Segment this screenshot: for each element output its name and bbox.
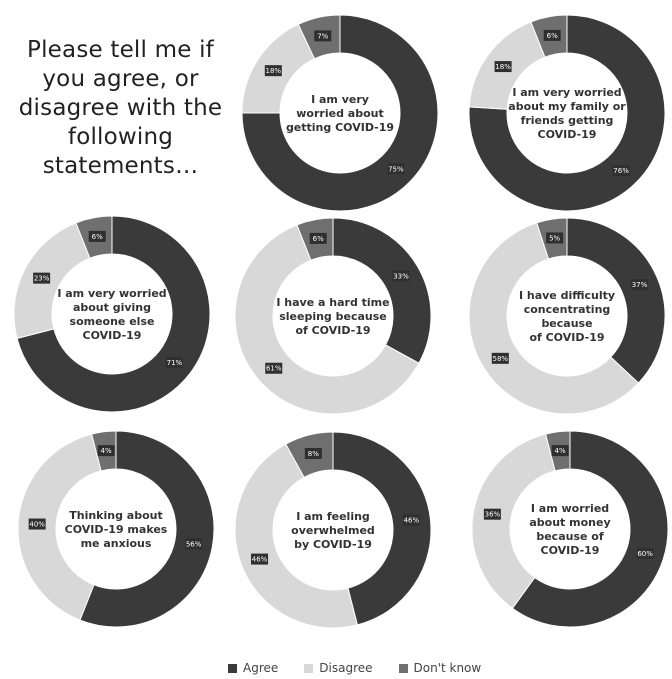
statement-label: I have difficulty concentrating because of … bbox=[519, 289, 615, 344]
data-label-box bbox=[165, 356, 183, 368]
donut-chart: 56% 40% 4% Thinking about COVID-19 makes me a… bbox=[17, 430, 215, 628]
data-label-agree: 33% bbox=[393, 272, 409, 280]
legend-item-agree: Agree bbox=[228, 661, 278, 675]
data-label-box bbox=[491, 352, 509, 364]
data-label-don-t-know: 4% bbox=[555, 447, 566, 455]
data-label-box bbox=[546, 232, 564, 244]
legend-label-agree: Agree bbox=[243, 661, 279, 675]
data-label-box bbox=[28, 518, 46, 530]
donut-hub bbox=[285, 58, 395, 168]
data-label-disagree: 36% bbox=[485, 511, 501, 519]
donut-hub bbox=[515, 474, 625, 584]
data-label-agree: 56% bbox=[186, 540, 202, 548]
legend-swatch-disagree bbox=[304, 663, 314, 673]
data-label-disagree: 18% bbox=[266, 67, 282, 75]
donut-chart: 76% 18% 6% I am very worried about my family… bbox=[468, 14, 666, 212]
donut-slice-agree bbox=[468, 14, 666, 212]
legend-item-dont-know: Don't know bbox=[398, 661, 482, 675]
donut-slice-agree bbox=[511, 430, 669, 628]
donut-chart: 60% 36% 4% I am worried about money because o… bbox=[471, 430, 669, 628]
statement-label: I have a hard time sleeping because of COV… bbox=[276, 296, 389, 337]
data-label-don-t-know: 5% bbox=[549, 234, 560, 242]
donut-slice-agree bbox=[241, 14, 439, 212]
data-label-box bbox=[88, 230, 106, 242]
data-label-box bbox=[631, 279, 649, 291]
data-label-agree: 46% bbox=[404, 517, 420, 525]
data-label-box bbox=[392, 270, 410, 282]
data-label-box bbox=[543, 29, 561, 41]
data-label-box bbox=[494, 61, 512, 73]
data-label-don-t-know: 4% bbox=[101, 447, 112, 455]
donut-slice-disagree bbox=[471, 433, 556, 609]
data-label-don-t-know: 6% bbox=[92, 233, 103, 241]
legend-swatch-dont-know bbox=[398, 663, 408, 673]
data-label-box bbox=[402, 514, 420, 526]
data-label-don-t-know: 8% bbox=[308, 450, 319, 458]
data-label-disagree: 18% bbox=[495, 63, 511, 71]
data-label-disagree: 40% bbox=[29, 521, 45, 529]
data-label-box bbox=[551, 445, 569, 457]
data-label-disagree: 58% bbox=[493, 355, 509, 363]
data-label-disagree: 61% bbox=[266, 365, 282, 373]
data-label-box bbox=[612, 165, 630, 177]
donut-chart: 33% 61% 6% I have a hard time sleeping becau… bbox=[234, 217, 432, 415]
data-label-box bbox=[251, 553, 269, 565]
statement-label: Thinking about COVID-19 makes me anxious bbox=[65, 509, 168, 550]
donut-chart: 37% 58% 5% I have difficulty concentrating be… bbox=[468, 217, 666, 415]
data-label-agree: 37% bbox=[632, 281, 648, 289]
data-label-disagree: 46% bbox=[252, 556, 268, 564]
data-label-box bbox=[387, 163, 405, 175]
donut-slice-disagree bbox=[17, 433, 102, 621]
intro-heading: Please tell me if you agree, or disagree… bbox=[18, 37, 223, 179]
legend-label-dont-know: Don't know bbox=[413, 661, 482, 675]
data-label-agree: 75% bbox=[388, 165, 404, 173]
data-label-box bbox=[309, 232, 327, 244]
donut-slice-agree bbox=[332, 217, 432, 364]
data-label-agree: 60% bbox=[637, 550, 653, 558]
donut-chart: 46% 46% 8% I am feeling overwhelmed by COVID-… bbox=[234, 431, 432, 629]
data-label-agree: 76% bbox=[613, 167, 629, 175]
donut-hub bbox=[278, 261, 388, 371]
statement-label: I am very worried about giving someone els… bbox=[57, 287, 166, 342]
data-label-box bbox=[483, 508, 501, 520]
data-label-don-t-know: 7% bbox=[317, 32, 328, 40]
legend: Agree Disagree Don't know bbox=[228, 660, 507, 676]
donut-chart: 75% 18% 7% I am very worried about getting CO… bbox=[241, 14, 439, 212]
data-label-disagree: 23% bbox=[34, 275, 50, 283]
legend-label-disagree: Disagree bbox=[319, 661, 373, 675]
statement-label: I am very worried about getting COVID-19 bbox=[286, 93, 394, 134]
statement-label: I am feeling overwhelmed by COVID-19 bbox=[291, 510, 375, 551]
data-label-box bbox=[314, 30, 332, 42]
data-label-box bbox=[304, 447, 322, 459]
data-label-don-t-know: 6% bbox=[547, 32, 558, 40]
donut-slice-disagree bbox=[234, 443, 358, 629]
donut-hub bbox=[57, 259, 167, 369]
legend-item-disagree: Disagree bbox=[304, 661, 373, 675]
donut-slice-agree bbox=[16, 215, 211, 413]
donut-hub bbox=[512, 261, 622, 371]
donut-hub bbox=[278, 475, 388, 585]
donut-slice-agree bbox=[332, 431, 432, 626]
donut-slice-agree bbox=[566, 217, 666, 384]
statement-label: I am very worried about my family or frien… bbox=[508, 86, 626, 141]
donut-chart: 71% 23% 6% I am very worried about giving som… bbox=[13, 215, 211, 413]
data-label-box bbox=[636, 547, 654, 559]
donut-slice-agree bbox=[79, 430, 215, 628]
data-label-agree: 71% bbox=[167, 359, 183, 367]
donut-hub bbox=[61, 474, 171, 584]
data-label-box bbox=[265, 362, 283, 374]
legend-swatch-agree bbox=[228, 663, 237, 673]
data-label-box bbox=[33, 272, 51, 284]
data-label-box bbox=[185, 538, 203, 550]
data-label-box bbox=[264, 65, 282, 77]
donut-hub bbox=[512, 58, 622, 168]
data-label-don-t-know: 6% bbox=[313, 235, 324, 243]
statement-label: I am worried about money because of COVID-1… bbox=[529, 502, 610, 557]
data-label-box bbox=[97, 445, 115, 457]
donut-slice-disagree bbox=[468, 222, 640, 415]
